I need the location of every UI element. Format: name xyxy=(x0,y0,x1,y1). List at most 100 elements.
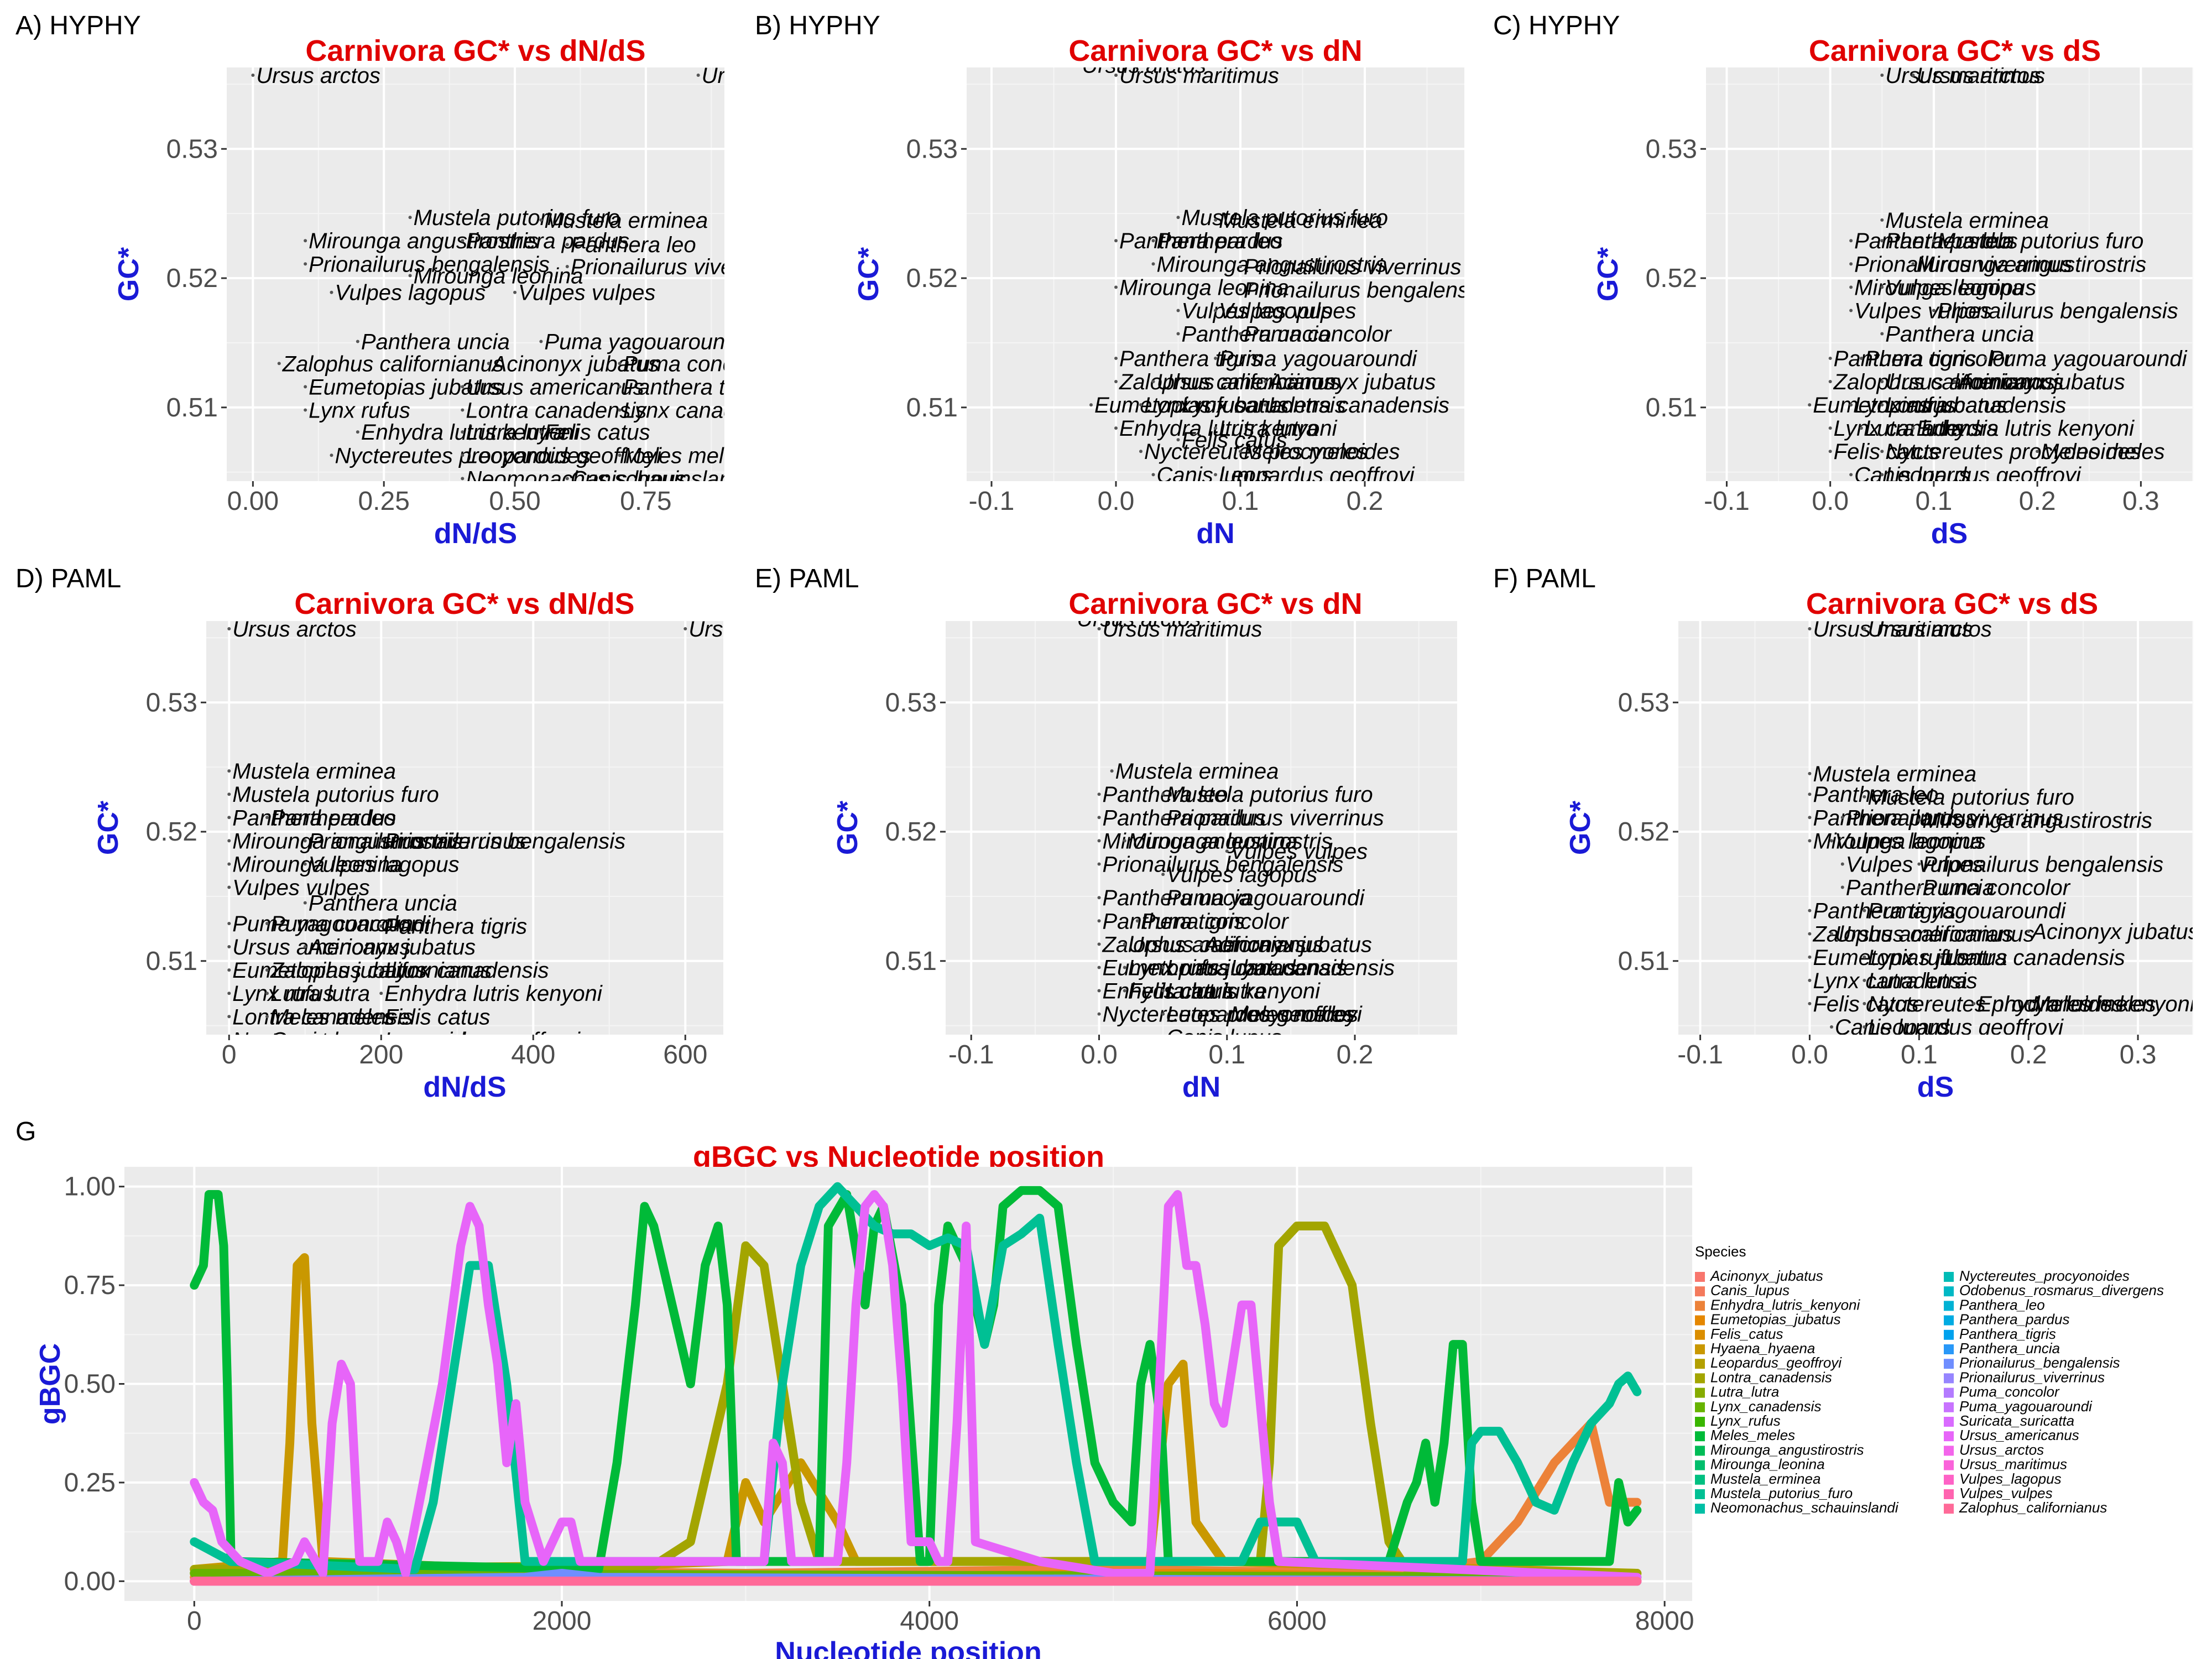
point-label: Mirounga leonina xyxy=(1128,829,1298,853)
panel-3: C) HYPHY Carnivora GC* vs dS -0.1 0.0 0.1 0.2… xyxy=(1493,11,2193,550)
point-label: Prionailurus bengalensis xyxy=(384,829,625,853)
data-point xyxy=(1114,356,1118,360)
y-tick-label: 0.51 xyxy=(906,393,958,422)
data-point xyxy=(379,968,383,972)
point-label: Acinonyx jubatus xyxy=(307,935,476,959)
data-point xyxy=(2027,1072,2030,1075)
point-label: Prionailurus bengalensis xyxy=(1922,852,2163,877)
point-label: Ursus arctos xyxy=(1916,64,2041,88)
legend-swatch xyxy=(1944,1272,1954,1282)
data-point xyxy=(1863,1001,1866,1005)
legend-swatch xyxy=(1944,1431,1954,1442)
data-point xyxy=(1214,473,1217,477)
point-label: Eumetopias jubatus xyxy=(1094,393,1288,418)
x-tick-label: 0.2 xyxy=(1337,1040,1374,1070)
legend-label: Enhydra_lutris_kenyoni xyxy=(1710,1296,1860,1313)
legend-label: Lutra_lutra xyxy=(1710,1384,1779,1400)
point-label: Acinonyx jubatus xyxy=(2031,920,2199,944)
data-point xyxy=(2027,1001,2031,1005)
legend-label: Odobenus_rosmarus_divergens xyxy=(1959,1282,2164,1298)
point-label: Lynx canadensis xyxy=(623,398,787,422)
data-point xyxy=(1097,792,1101,796)
data-point xyxy=(1264,496,1267,499)
point-label: Hyaena hyaena xyxy=(2032,1062,2187,1086)
data-point xyxy=(1880,403,1884,407)
data-point xyxy=(618,453,622,457)
data-point xyxy=(1849,285,1853,289)
point-label: Panthera leo xyxy=(270,806,396,830)
point-label: Prionailurus viverrinus xyxy=(1166,806,1384,830)
data-point xyxy=(304,262,307,266)
y-tick-label: 0.52 xyxy=(885,817,937,847)
x-tick-label: 0.1 xyxy=(1916,487,1953,516)
point-label: Puma concolor xyxy=(1922,876,2070,900)
data-point xyxy=(1808,816,1812,820)
x-tick-label: 0.0 xyxy=(1812,487,1849,516)
data-point xyxy=(1139,403,1142,407)
data-point xyxy=(1984,496,1987,499)
point-label: Panthera pardus xyxy=(1103,806,1266,830)
data-point xyxy=(1176,216,1180,220)
point-label: Neomonachus schauinslandi xyxy=(466,467,749,491)
x-tick-label: 600 xyxy=(663,1040,707,1070)
point-label: Eumetopias jubatus xyxy=(1813,393,2007,418)
point-label: Nyctereutes procyonoides xyxy=(1144,440,1400,464)
point-label: Mustela putorius furo xyxy=(1166,782,1373,807)
legend-label: Eumetopias_jubatus xyxy=(1710,1311,1841,1328)
panel-label: F) PAML xyxy=(1493,564,1596,593)
data-point xyxy=(227,792,231,796)
data-point xyxy=(1972,1001,1976,1005)
x-tick-label: 8000 xyxy=(1635,1606,1694,1636)
point-label: Panthera tigris xyxy=(384,915,527,939)
data-point xyxy=(408,274,412,278)
point-label: Vulpes lagopus xyxy=(1835,829,1986,853)
point-label: Ursus maritimus xyxy=(1119,64,1279,88)
data-point xyxy=(356,340,359,343)
point-label: Vulpes lagopus xyxy=(1166,863,1317,887)
data-point xyxy=(1177,519,1180,523)
legend-label: Canis_lupus xyxy=(1710,1282,1790,1298)
data-point xyxy=(1151,380,1155,384)
panel-label: A) HYPHY xyxy=(15,11,141,40)
point-label: Acinonyx jubatus xyxy=(1957,370,2125,394)
point-label: Panthera pardus xyxy=(466,229,629,253)
point-label: Ursus maritimus xyxy=(1813,617,1973,641)
point-label: Acinonyx jubatus xyxy=(1204,932,1372,957)
legend-label: Mirounga_angustirostris xyxy=(1710,1441,1864,1458)
point-label: Panthera tigris xyxy=(1103,909,1245,933)
data-point xyxy=(1114,74,1118,77)
data-point xyxy=(1123,942,1126,946)
point-label: Lynx rufus xyxy=(232,982,334,1006)
data-point xyxy=(1239,450,1242,453)
point-label: Prionailurus viverrinus xyxy=(1846,806,2063,830)
data-point xyxy=(1225,1012,1229,1016)
y-tick-label: 0.53 xyxy=(885,688,937,717)
legend-swatch xyxy=(1944,1315,1954,1326)
y-axis-title: GC* xyxy=(853,247,885,301)
point-label: Vulpes vulpes xyxy=(1854,299,1991,323)
x-tick-label: 0.00 xyxy=(227,487,279,516)
point-label: Mustela erminea xyxy=(1885,208,2049,233)
point-label: Panthera pardus xyxy=(1813,806,1976,830)
point-label: Panthera pardus xyxy=(232,806,396,830)
data-point xyxy=(461,453,465,457)
data-point xyxy=(1849,309,1853,312)
x-tick-label: 0.25 xyxy=(358,487,409,516)
point-label: Lutra lutra xyxy=(1219,416,1318,441)
legend-label: Prionailurus_viverrinus xyxy=(1959,1369,2105,1385)
plot-background xyxy=(1706,67,2193,481)
x-tick-label: 0.1 xyxy=(1222,487,1259,516)
x-tick-label: 0 xyxy=(222,1040,237,1070)
point-label: Mustela erminea xyxy=(1219,208,1383,233)
point-label: Enhydra lutris kenyoni xyxy=(384,982,603,1006)
data-point xyxy=(265,1038,269,1041)
panel-label: G xyxy=(15,1117,36,1146)
point-label: Lutra lutra xyxy=(1867,969,1967,993)
point-label: Vulpes lagopus xyxy=(309,852,460,877)
point-label: Vulpes vulpes xyxy=(1219,299,1356,323)
data-point xyxy=(1097,862,1101,866)
point-label: Hyaena hyaena xyxy=(232,1075,387,1099)
point-label: Mustela erminea xyxy=(232,759,396,784)
